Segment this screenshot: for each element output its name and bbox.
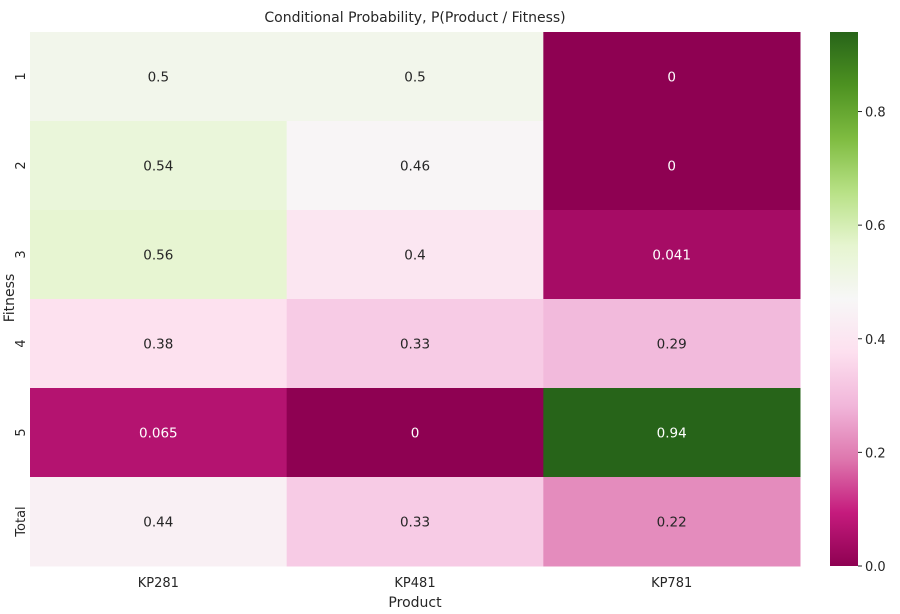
heatmap-cell <box>543 388 801 478</box>
y-tick-label: 3 <box>14 250 29 258</box>
colorbar-tick-label: 0.8 <box>865 106 886 121</box>
cell-value-label: 0.38 <box>143 337 173 353</box>
x-tick-label: KP481 <box>394 576 435 591</box>
heatmap-cell <box>543 210 801 300</box>
heatmap-cell <box>286 299 544 389</box>
heatmap-cells <box>30 32 801 567</box>
cell-value-label: 0 <box>667 159 676 175</box>
cell-value-label: 0.44 <box>143 515 173 531</box>
colorbar-tick-label: 0.4 <box>865 333 886 348</box>
y-axis-label: Fitness <box>2 274 18 323</box>
x-axis-label: Product <box>388 595 442 611</box>
cell-value-label: 0 <box>411 426 420 442</box>
cell-value-label: 0.56 <box>143 248 173 264</box>
heatmap-cell <box>30 121 288 211</box>
cell-value-label: 0.54 <box>143 159 173 175</box>
heatmap-cell <box>286 388 544 478</box>
colorbar-tick-label: 0.6 <box>865 219 886 234</box>
x-axis-ticks: KP281 KP481 KP781 <box>138 576 693 591</box>
heatmap-cell <box>30 32 288 122</box>
heatmap-cell <box>30 477 288 567</box>
y-tick-label: 1 <box>14 72 29 80</box>
heatmap-cell <box>30 388 288 478</box>
x-tick-label: KP281 <box>138 576 179 591</box>
cell-value-label: 0.46 <box>400 159 430 175</box>
heatmap-cell <box>286 32 544 122</box>
colorbar-tick-label: 0.2 <box>865 446 886 461</box>
cell-value-label: 0.22 <box>657 515 687 531</box>
y-tick-label: 2 <box>14 161 29 169</box>
cell-value-label: 0.29 <box>657 337 687 353</box>
heatmap-cell <box>543 121 801 211</box>
cell-value-label: 0.33 <box>400 337 430 353</box>
y-tick-label: 4 <box>14 339 29 347</box>
cell-value-label: 0.5 <box>404 70 425 86</box>
heatmap-cell <box>286 477 544 567</box>
y-tick-label: Total <box>14 506 29 537</box>
cell-value-label: 0.065 <box>139 426 178 442</box>
cell-value-label: 0.94 <box>657 426 687 442</box>
colorbar <box>830 32 858 566</box>
cell-value-label: 0.5 <box>148 70 169 86</box>
heatmap-cell-labels: 0.5 0.5 0 0.54 0.46 0 0.56 0.4 0.041 0.38 0.33 0.29… <box>139 70 691 531</box>
cell-value-label: 0.4 <box>404 248 425 264</box>
cell-value-label: 0.33 <box>400 515 430 531</box>
chart-title: Conditional Probability, P(Product / Fit… <box>264 10 565 26</box>
heatmap-cell <box>543 477 801 567</box>
colorbar-ticks: 0.0 0.2 0.4 0.6 0.8 <box>858 106 886 575</box>
x-tick-label: KP781 <box>651 576 692 591</box>
heatmap-cell <box>543 32 801 122</box>
y-axis-ticks: 1 2 3 4 5 Total <box>14 72 29 537</box>
heatmap-cell <box>30 299 288 389</box>
heatmap-cell <box>286 210 544 300</box>
heatmap-cell <box>30 210 288 300</box>
colorbar-tick-label: 0.0 <box>865 560 886 575</box>
y-tick-label: 5 <box>14 428 29 436</box>
heatmap-cell <box>543 299 801 389</box>
heatmap-cell <box>286 121 544 211</box>
cell-value-label: 0.041 <box>652 248 691 264</box>
cell-value-label: 0 <box>667 70 676 86</box>
